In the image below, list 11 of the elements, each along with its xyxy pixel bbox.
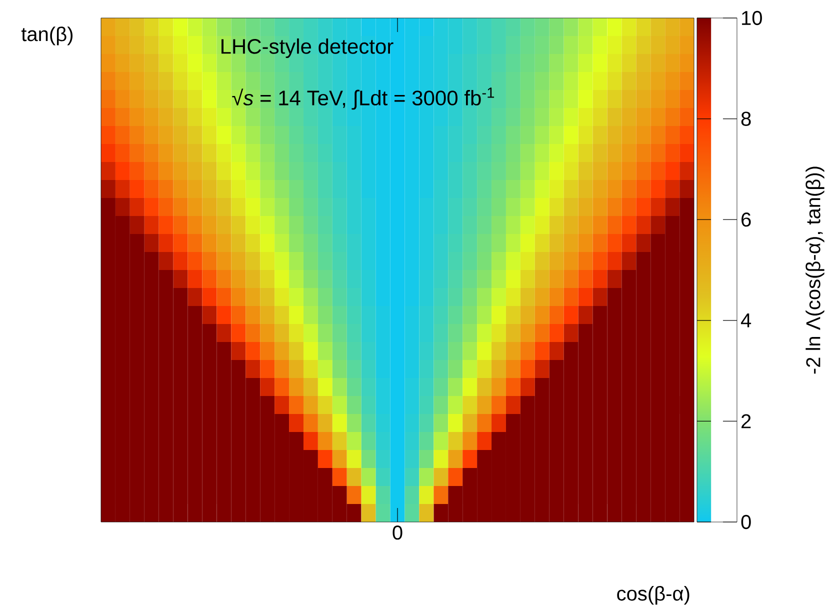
y-axis-title: tan(β) xyxy=(21,26,73,46)
color-bar-label: 10 xyxy=(742,10,762,26)
color-bar-label: 4 xyxy=(740,314,752,328)
color-bar-label: 6 xyxy=(742,212,751,227)
color-bar-title: -2 ln Λ(cos(β-α), tan(β)) xyxy=(806,166,824,374)
annotation: LHC-style detector xyxy=(222,38,394,58)
annotation: √s = 14 TeV, ∫Ldt = 3000 fb$^{-1}$ xyxy=(232,88,494,110)
color-bar-label: 0 xyxy=(741,514,751,530)
color-bar-label: 2 xyxy=(742,414,751,428)
x-axis-title: cos(β-α) xyxy=(617,586,690,605)
color-bar-label: 8 xyxy=(741,112,751,126)
